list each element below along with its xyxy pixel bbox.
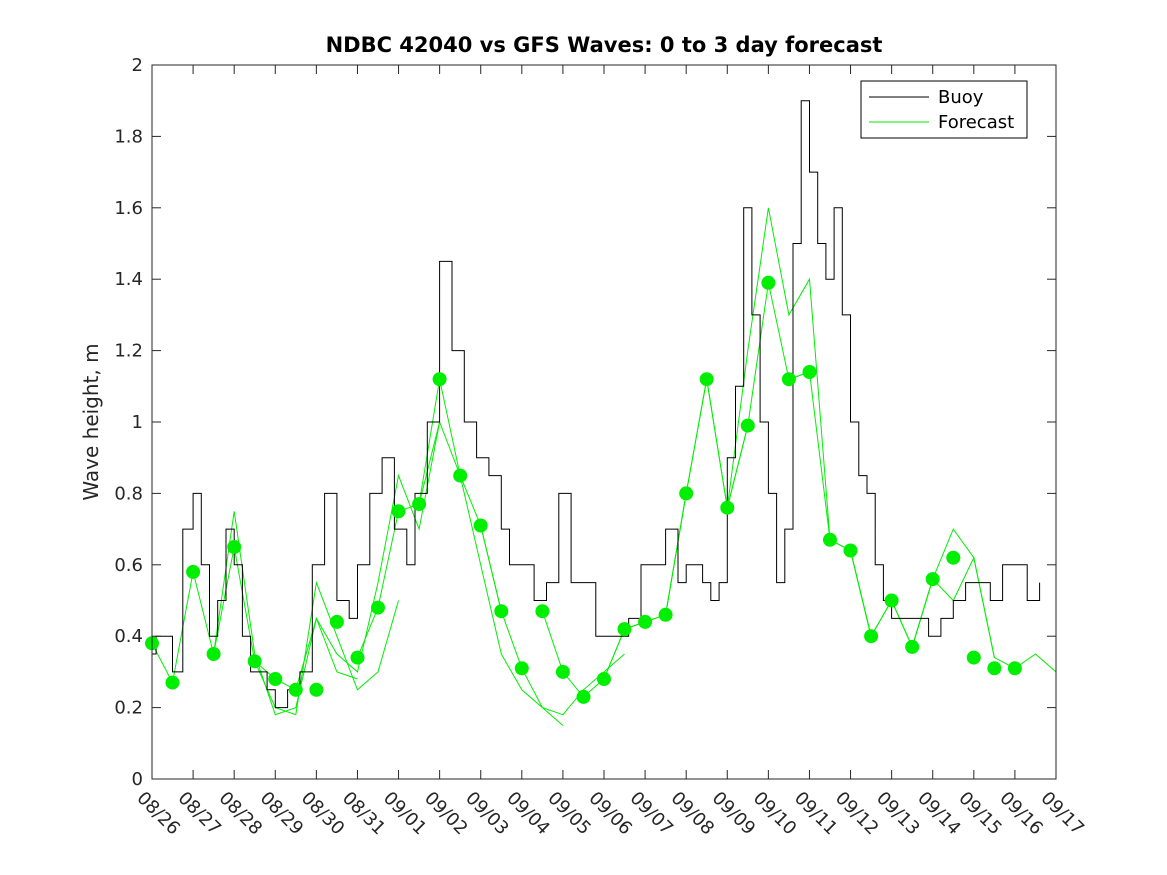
- analysis-point: [535, 604, 550, 619]
- analysis-point: [781, 372, 796, 387]
- y-tick-label: 2: [132, 55, 143, 76]
- forecast-line-9: [665, 282, 810, 615]
- y-tick-label: 0.6: [114, 555, 143, 576]
- analysis-point: [473, 518, 488, 533]
- analysis-point: [905, 639, 920, 654]
- plot-area: [152, 65, 1056, 779]
- analysis-point: [884, 593, 899, 608]
- analysis-point: [802, 365, 817, 379]
- forecast-line-2: [254, 580, 399, 716]
- analysis-point: [247, 654, 262, 669]
- y-tick-label: 1: [132, 412, 143, 433]
- forecast-line-3: [295, 421, 441, 690]
- analysis-point: [864, 629, 879, 644]
- analysis-point: [206, 647, 221, 661]
- analysis-point: [186, 564, 201, 579]
- analysis-point: [925, 572, 940, 587]
- analysis-point: [576, 689, 591, 704]
- y-axis-ticks: 0 0.2 0.4 0.6 0.8 1 1.2 1.4 1.6 1.8 2: [114, 55, 1056, 790]
- analysis-point: [371, 600, 385, 615]
- analysis-point: [597, 672, 611, 686]
- y-tick-label: 1.4: [114, 269, 143, 290]
- analysis-point: [555, 664, 570, 679]
- legend: Buoy Forecast: [860, 80, 1028, 139]
- analysis-point: [987, 661, 1002, 676]
- analysis-point: [165, 675, 180, 690]
- y-tick-label: 0.8: [114, 483, 143, 504]
- forecast-line-4: [357, 379, 502, 658]
- y-axis-label: Wave height, m: [79, 343, 103, 500]
- analysis-point: [740, 418, 755, 433]
- analysis-point: [679, 486, 694, 501]
- y-tick-label: 0.2: [114, 698, 143, 719]
- y-tick-label: 1.6: [114, 198, 143, 219]
- legend-box: [860, 80, 1028, 139]
- y-tick-label: 1.2: [114, 341, 143, 362]
- analysis-point: [946, 550, 961, 565]
- analysis-point: [761, 275, 776, 290]
- analysis-point: [350, 650, 365, 665]
- legend-forecast-label: Forecast: [938, 112, 1014, 133]
- analysis-point: [453, 468, 468, 483]
- analysis-point: [843, 543, 858, 558]
- analysis-point: [412, 497, 427, 512]
- analysis-point: [514, 661, 529, 676]
- y-tick-label: 1.8: [114, 126, 143, 147]
- forecast-line-5: [418, 420, 564, 726]
- analysis-point: [720, 500, 735, 515]
- analysis-point: [699, 372, 714, 387]
- analysis-markers: [145, 275, 1022, 704]
- buoy-line-group: [152, 100, 1041, 709]
- analysis-point: [638, 614, 653, 629]
- analysis-point: [268, 672, 283, 686]
- analysis-point: [1007, 661, 1022, 676]
- y-tick-label: 0.4: [114, 626, 143, 647]
- analysis-point: [288, 682, 303, 697]
- analysis-point: [658, 607, 673, 622]
- analysis-point: [227, 540, 242, 554]
- analysis-point: [391, 504, 406, 519]
- legend-buoy-label: Buoy: [938, 87, 984, 108]
- analysis-point: [432, 372, 447, 387]
- buoy-line: [152, 100, 1041, 709]
- analysis-point: [329, 614, 344, 629]
- analysis-point: [617, 622, 632, 637]
- analysis-point: [309, 682, 324, 697]
- chart-title: NDBC 42040 vs GFS Waves: 0 to 3 day fore…: [326, 33, 883, 57]
- analysis-point: [966, 650, 981, 665]
- analysis-point: [494, 604, 509, 619]
- analysis-point: [823, 532, 837, 547]
- y-tick-label: 0: [132, 769, 143, 790]
